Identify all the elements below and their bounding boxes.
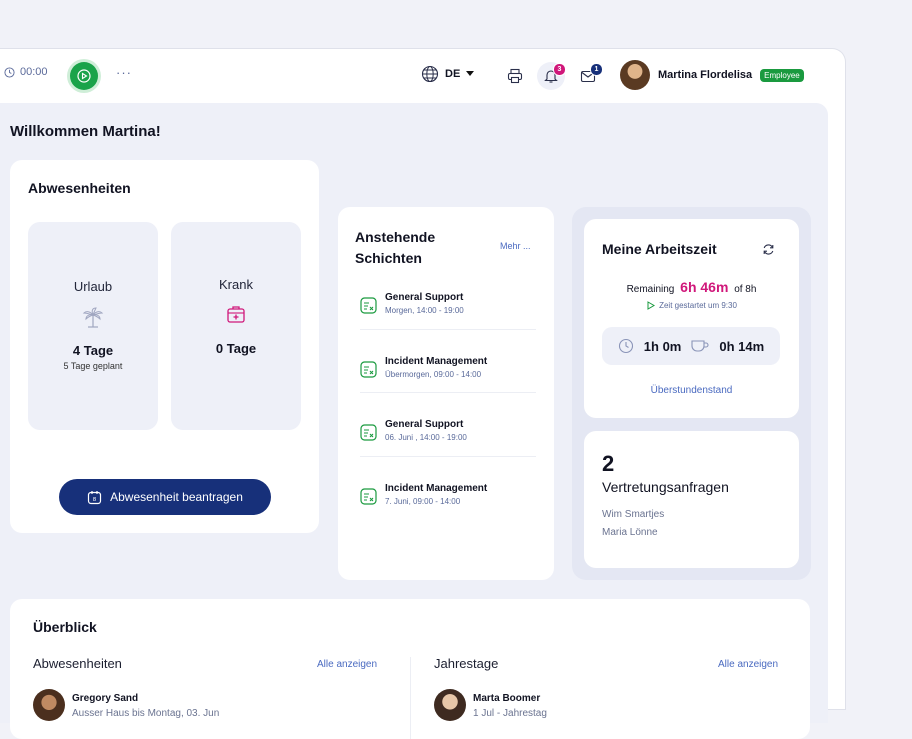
shifts-more-link[interactable]: Mehr ... bbox=[500, 241, 531, 251]
time-summary: 1h 0m 0h 14m bbox=[602, 327, 780, 365]
timer: 00:00 bbox=[4, 66, 48, 78]
clock-icon bbox=[618, 338, 633, 354]
top-bar: 00:00 ··· DE 3 1 Martina Flordelisa Empl… bbox=[0, 49, 845, 101]
timer-value: 00:00 bbox=[20, 66, 48, 78]
user-name: Martina Flordelisa bbox=[658, 69, 753, 81]
shift-item[interactable]: Incident Management Übermorgen, 09:00 - … bbox=[360, 353, 536, 413]
anniversary-date: 1 Jul - Jahrestag bbox=[473, 708, 547, 719]
caret-down-icon bbox=[466, 71, 475, 76]
sick-value: 0 Tage bbox=[215, 341, 257, 356]
shift-time: 06. Juni , 14:00 - 19:00 bbox=[385, 433, 467, 442]
shift-time: Morgen, 14:00 - 19:00 bbox=[385, 306, 464, 315]
vacation-tile[interactable]: Urlaub 4 Tage 5 Tage geplant bbox=[28, 222, 158, 430]
shift-item[interactable]: General Support Morgen, 14:00 - 19:00 bbox=[360, 289, 536, 349]
substitution-person: Maria Lönne bbox=[602, 527, 658, 538]
absence-person-status: Ausser Haus bis Montag, 03. Jun bbox=[72, 708, 220, 719]
role-badge: Employee bbox=[760, 68, 804, 82]
started-time: Zeit gestartet um 9:30 bbox=[659, 301, 737, 310]
absences-title: Abwesenheiten bbox=[28, 180, 131, 196]
substitution-count: 2 bbox=[602, 451, 615, 476]
shifts-title-line2: Schichten bbox=[355, 250, 422, 266]
overview-title: Überblick bbox=[33, 619, 97, 635]
vacation-planned: 5 Tage geplant bbox=[63, 361, 123, 371]
user-avatar bbox=[620, 60, 650, 90]
shift-schedule-icon bbox=[360, 424, 377, 441]
play-outline-icon bbox=[647, 301, 656, 310]
overtime-link[interactable]: Überstundenstand bbox=[650, 385, 733, 396]
notifications-badge: 3 bbox=[553, 63, 566, 76]
request-absence-button[interactable]: 8 Abwesenheit beantragen bbox=[59, 479, 271, 515]
absences-card: Abwesenheiten Urlaub 4 Tage 5 Tage gepla… bbox=[10, 160, 319, 533]
overview-absences-title: Abwesenheiten bbox=[33, 656, 122, 671]
absences-show-all-link[interactable]: Alle anzeigen bbox=[317, 659, 378, 670]
sick-label: Krank bbox=[219, 277, 253, 292]
anniversaries-title: Jahrestage bbox=[434, 656, 499, 671]
avatar bbox=[434, 689, 466, 721]
request-absence-label: Abwesenheit beantragen bbox=[110, 490, 243, 504]
remaining-row: Remaining 6h 46m of 8h bbox=[584, 279, 799, 295]
substitution-person: Wim Smartjes bbox=[602, 509, 665, 520]
vacation-value: 4 Tage bbox=[72, 343, 114, 358]
user-menu[interactable]: Martina Flordelisa Employee bbox=[620, 60, 804, 90]
play-icon bbox=[77, 69, 91, 83]
start-timer-button[interactable] bbox=[70, 62, 98, 90]
divider bbox=[360, 329, 536, 330]
substitution-label: Vertretungsanfragen bbox=[602, 479, 729, 495]
shift-schedule-icon bbox=[360, 361, 377, 378]
divider bbox=[360, 392, 536, 393]
shift-time: 7. Juni, 09:00 - 14:00 bbox=[385, 497, 461, 506]
more-options-button[interactable]: ··· bbox=[116, 65, 132, 80]
remaining-value: 6h 46m bbox=[680, 279, 729, 295]
shift-title: Incident Management bbox=[385, 356, 488, 367]
shifts-card: Anstehende Schichten Mehr ... General Su… bbox=[338, 207, 554, 580]
started-row: Zeit gestartet um 9:30 bbox=[584, 301, 799, 310]
svg-text:8: 8 bbox=[93, 497, 97, 503]
language-value: DE bbox=[445, 68, 461, 80]
substitution-card[interactable]: 2 Vertretungsanfragen Wim Smartjes Maria… bbox=[584, 431, 799, 568]
remaining-label: Remaining bbox=[626, 284, 675, 295]
shift-title: General Support bbox=[385, 292, 464, 303]
avatar bbox=[33, 689, 65, 721]
shift-title: General Support bbox=[385, 419, 464, 430]
anniversaries-show-all-link[interactable]: Alle anzeigen bbox=[718, 659, 779, 670]
app-window: 00:00 ··· DE 3 1 Martina Flordelisa Empl… bbox=[0, 48, 846, 739]
shift-item[interactable]: Incident Management 7. Juni, 09:00 - 14:… bbox=[360, 480, 536, 540]
shift-time: Übermorgen, 09:00 - 14:00 bbox=[385, 370, 482, 379]
worktime-title: Meine Arbeitszeit bbox=[602, 241, 717, 257]
shifts-title-line1: Anstehende bbox=[355, 229, 436, 245]
clock-icon bbox=[4, 66, 15, 78]
page-title: Willkommen Martina! bbox=[10, 123, 161, 140]
worktime-card: Meine Arbeitszeit Remaining 6h 46m of 8h… bbox=[584, 219, 799, 418]
shift-item[interactable]: General Support 06. Juni , 14:00 - 19:00 bbox=[360, 416, 536, 476]
shift-schedule-icon bbox=[360, 297, 377, 314]
medical-kit-icon bbox=[227, 306, 245, 323]
print-button[interactable] bbox=[501, 62, 529, 90]
language-selector[interactable]: DE bbox=[421, 65, 475, 83]
vacation-label: Urlaub bbox=[73, 279, 113, 294]
printer-icon bbox=[507, 68, 523, 84]
calendar-icon: 8 bbox=[88, 490, 102, 504]
dashboard-content: Willkommen Martina! Abwesenheiten Urlaub… bbox=[0, 103, 828, 739]
overview-card: Überblick Abwesenheiten Alle anzeigen Gr… bbox=[10, 599, 810, 739]
break-time: 0h 14m bbox=[719, 338, 765, 354]
messages-button[interactable]: 1 bbox=[574, 62, 603, 90]
divider bbox=[360, 456, 536, 457]
anniversary-person-name: Marta Boomer bbox=[473, 693, 541, 704]
notifications-button[interactable]: 3 bbox=[537, 62, 566, 90]
total-hours: of 8h bbox=[734, 284, 757, 295]
coffee-icon bbox=[691, 340, 709, 352]
right-panel: Meine Arbeitszeit Remaining 6h 46m of 8h… bbox=[572, 207, 811, 580]
absence-person-name: Gregory Sand bbox=[72, 693, 139, 704]
shifts-title: Anstehende Schichten bbox=[355, 227, 435, 269]
sick-tile[interactable]: Krank 0 Tage bbox=[171, 222, 301, 430]
globe-icon bbox=[421, 65, 439, 83]
worked-time: 1h 0m bbox=[643, 338, 682, 354]
messages-badge: 1 bbox=[590, 63, 603, 76]
shift-schedule-icon bbox=[360, 488, 377, 505]
refresh-icon[interactable] bbox=[762, 243, 775, 256]
divider bbox=[410, 657, 411, 739]
shift-title: Incident Management bbox=[385, 483, 488, 494]
palm-tree-icon bbox=[82, 307, 104, 328]
